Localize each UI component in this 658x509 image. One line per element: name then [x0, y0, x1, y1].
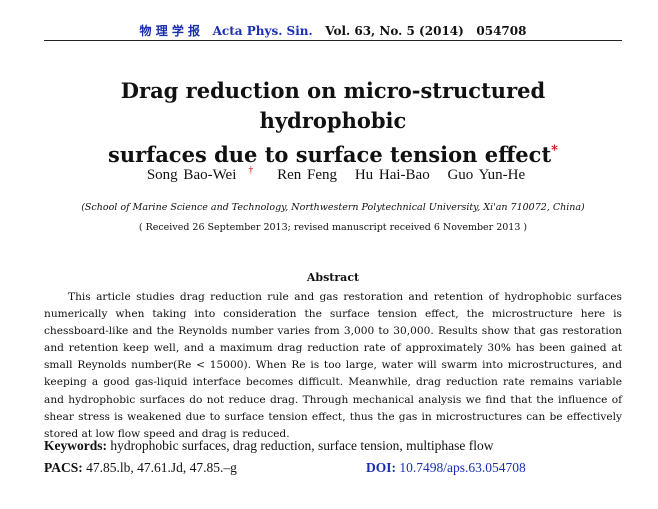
volume-info: Vol. 63, No. 5 (2014) [325, 24, 464, 38]
keywords: Keywords: hydrophobic surfaces, drag red… [44, 438, 494, 454]
funding-mark[interactable]: * [551, 143, 558, 158]
affiliation: (School of Marine Science and Technology… [81, 202, 585, 213]
author-list: Song Bao-Wei † Ren Feng Hu Hai-Bao Guo Yu… [44, 165, 622, 184]
corresponding-mark[interactable]: † [248, 165, 254, 176]
doi-link[interactable]: 10.7498/aps.63.054708 [399, 460, 526, 475]
paper-title: Drag reduction on micro-structured hydro… [44, 76, 622, 170]
article-number: 054708 [476, 24, 527, 38]
author: Guo Yun-He [447, 167, 526, 183]
title-line-2: surfaces due to surface tension effect [108, 142, 552, 167]
doi-label: DOI: [366, 460, 396, 475]
keywords-value: hydrophobic surfaces, drag reduction, su… [110, 438, 494, 453]
received-dates: ( Received 26 September 2013; revised ma… [138, 222, 528, 233]
pacs-value: 47.85.lb, 47.61.Jd, 47.85.–g [86, 460, 237, 475]
keywords-label: Keywords: [44, 438, 107, 453]
author: Hu Hai-Bao [354, 167, 430, 183]
journal-name-en: Acta Phys. Sin. [212, 24, 313, 38]
author: Ren Feng [277, 167, 338, 183]
doi: DOI: 10.7498/aps.63.054708 [366, 460, 526, 476]
author: Song Bao-Wei † [146, 165, 254, 183]
abstract-heading: Abstract [306, 271, 360, 284]
title-line-1: Drag reduction on micro-structured hydro… [120, 78, 546, 133]
header-rule [44, 40, 622, 41]
pacs: PACS: 47.85.lb, 47.61.Jd, 47.85.–g [44, 460, 237, 476]
abstract-text: This article studies drag reduction rule… [44, 291, 622, 440]
running-header: 物 理 学 报 Acta Phys. Sin. Vol. 63, No. 5 (… [44, 22, 622, 39]
pacs-label: PACS: [44, 460, 83, 475]
journal-name-cn: 物 理 学 报 [139, 24, 201, 38]
